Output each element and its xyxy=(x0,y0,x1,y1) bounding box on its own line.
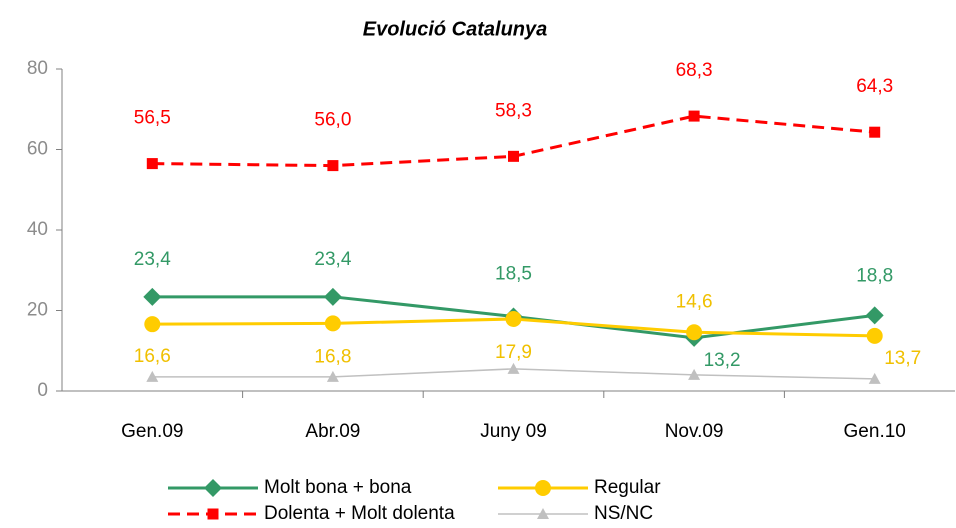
marker xyxy=(326,370,339,382)
data-label: 18,5 xyxy=(495,264,532,285)
marker xyxy=(869,126,881,138)
data-label: 68,3 xyxy=(676,60,713,81)
y-tick-label: 80 xyxy=(27,58,48,79)
legend-marker xyxy=(535,480,551,496)
data-label: 13,2 xyxy=(704,350,741,371)
marker xyxy=(146,158,158,170)
marker xyxy=(688,368,701,380)
marker xyxy=(688,110,700,122)
chart-title: Evolució Catalunya xyxy=(363,18,548,40)
marker xyxy=(868,372,881,384)
y-tick-label: 0 xyxy=(37,380,48,401)
data-label: 23,4 xyxy=(134,249,171,270)
legend-marker xyxy=(537,508,549,519)
legend-label: Dolenta + Molt dolenta xyxy=(264,503,455,524)
marker xyxy=(324,315,341,332)
legend-marker xyxy=(204,479,222,497)
legend-label: NS/NC xyxy=(594,503,653,524)
x-tick-label: Gen.10 xyxy=(844,421,906,442)
marker xyxy=(507,362,520,374)
data-label: 13,7 xyxy=(884,348,921,369)
legend-marker xyxy=(207,508,219,520)
data-label: 18,8 xyxy=(856,265,893,286)
marker xyxy=(866,327,883,344)
x-tick-label: Nov.09 xyxy=(665,421,724,442)
legend-label: Regular xyxy=(594,477,661,498)
data-label: 23,4 xyxy=(314,249,351,270)
y-tick-label: 40 xyxy=(27,219,48,240)
marker xyxy=(144,316,161,333)
marker xyxy=(508,150,519,162)
data-label: 16,6 xyxy=(134,346,171,367)
y-tick-label: 60 xyxy=(27,139,48,160)
marker xyxy=(323,287,342,306)
legend-label: Molt bona + bona xyxy=(264,477,412,498)
data-label: 58,3 xyxy=(495,100,532,121)
data-label: 64,3 xyxy=(856,76,893,97)
y-tick-label: 20 xyxy=(27,300,48,321)
data-label: 56,0 xyxy=(314,110,351,131)
marker xyxy=(143,287,162,306)
marker xyxy=(505,310,522,327)
x-tick-label: Juny 09 xyxy=(480,421,547,442)
marker xyxy=(146,370,159,382)
marker xyxy=(865,306,884,325)
data-label: 14,6 xyxy=(676,291,713,312)
marker xyxy=(686,324,703,341)
marker xyxy=(327,160,339,172)
x-tick-label: Abr.09 xyxy=(305,421,360,442)
data-label: 17,9 xyxy=(495,342,532,363)
data-label: 56,5 xyxy=(134,108,171,129)
x-tick-label: Gen.09 xyxy=(121,421,183,442)
data-label: 16,8 xyxy=(314,346,351,367)
